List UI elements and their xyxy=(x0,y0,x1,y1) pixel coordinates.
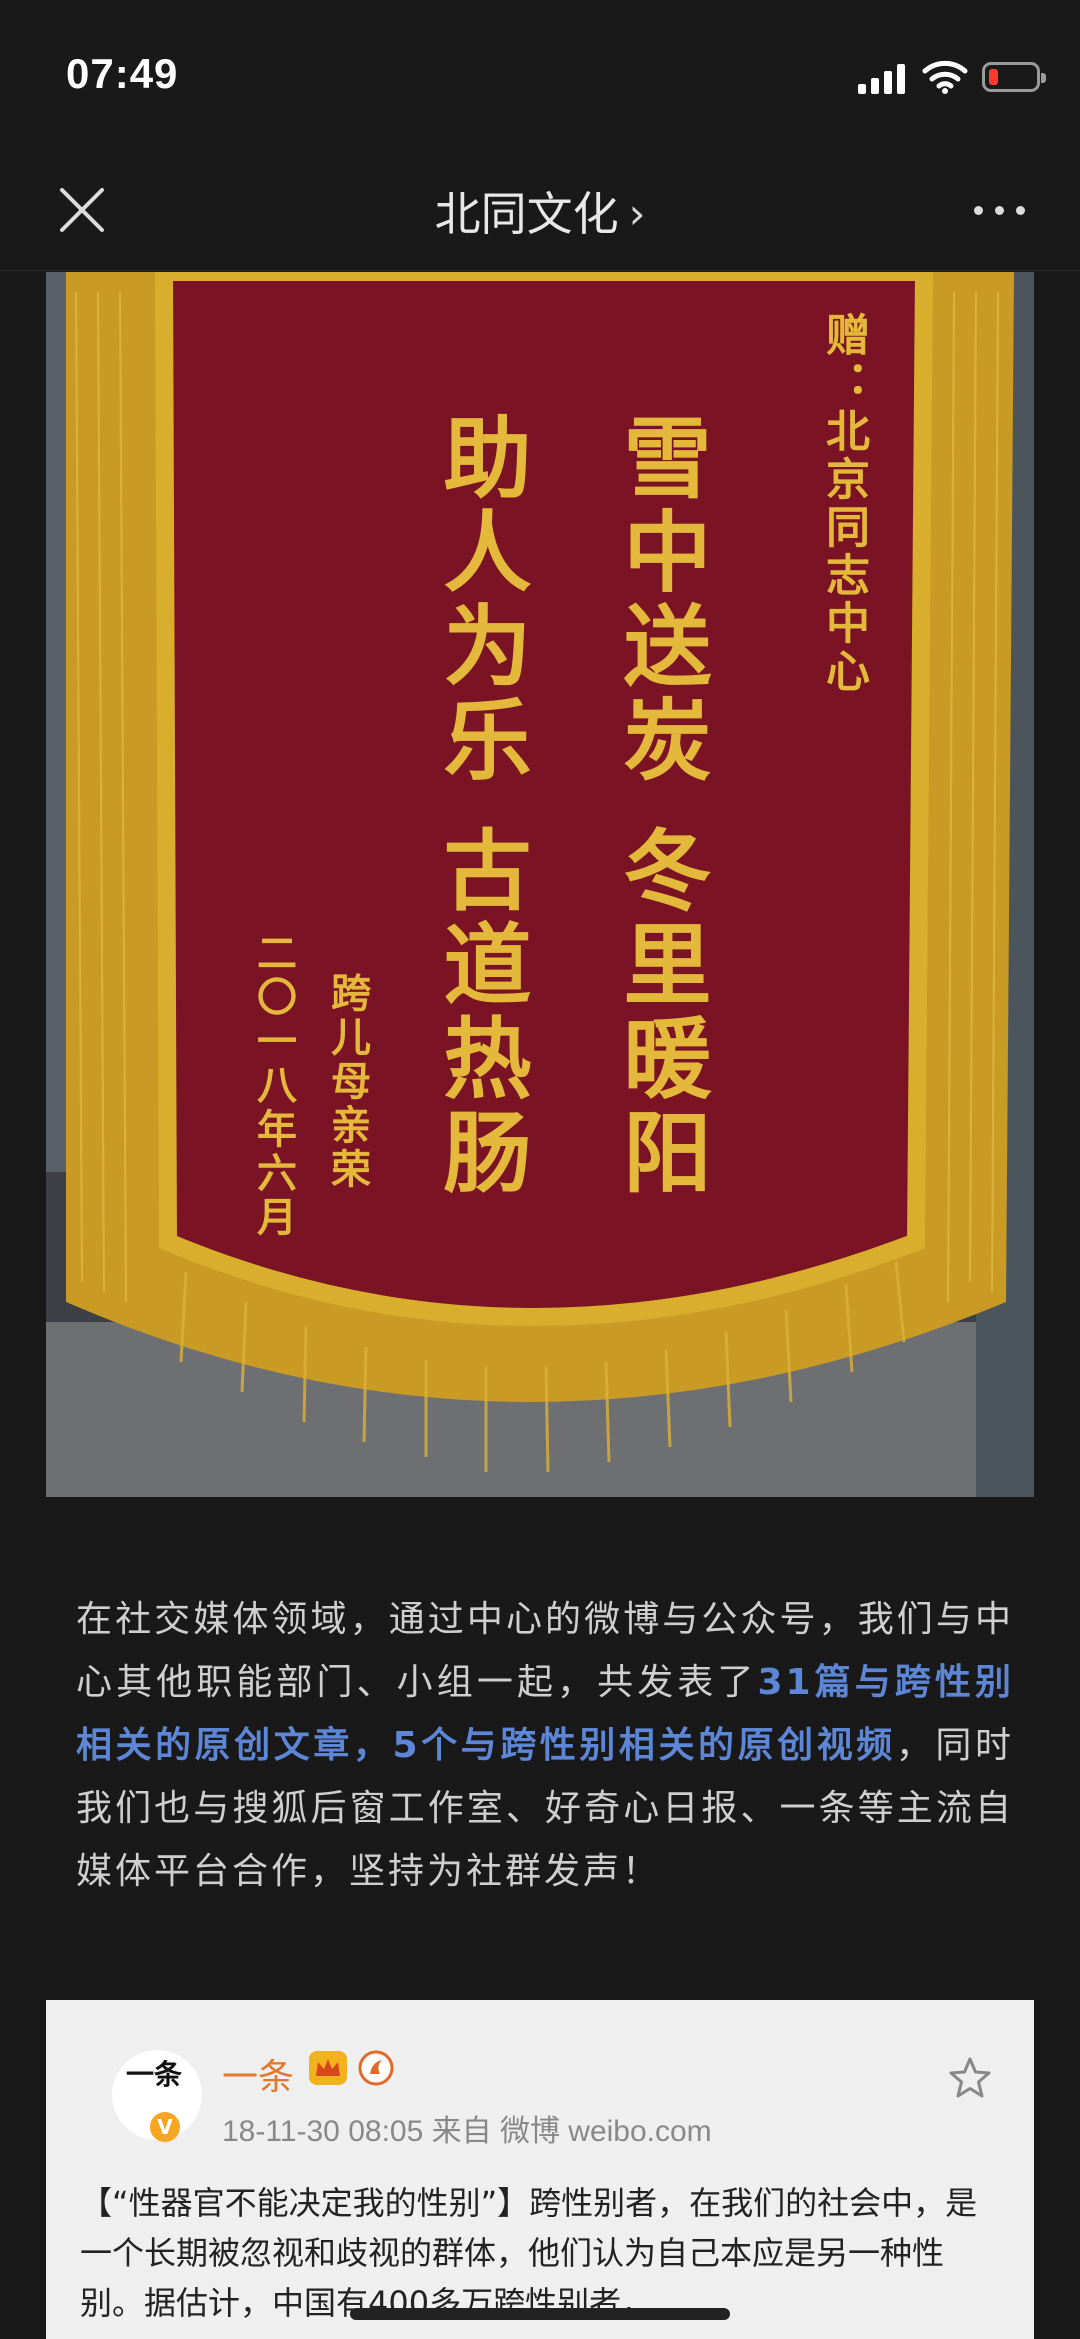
crown-icon xyxy=(309,2051,347,2085)
cellular-signal-icon xyxy=(858,62,908,94)
status-bar: 07:49 xyxy=(0,0,1080,150)
chevron-right-icon: › xyxy=(628,189,646,238)
battery-icon xyxy=(982,62,1046,92)
account-title-link[interactable]: 北同文化 › xyxy=(0,178,1080,244)
banner-signature: 跨儿母亲荣 xyxy=(324,972,371,1192)
avatar-text: 一条 xyxy=(126,2058,183,2091)
page-title: 北同文化 xyxy=(434,187,619,241)
weibo-username[interactable]: 一条 xyxy=(222,2057,295,2098)
close-icon[interactable] xyxy=(52,180,112,240)
star-icon[interactable] xyxy=(946,2054,994,2102)
home-indicator[interactable] xyxy=(350,2308,730,2320)
banner-line-2: 助人为乐 古道热肠 xyxy=(429,412,533,1201)
banner-line-1: 雪中送炭 冬里暖阳 xyxy=(609,412,713,1201)
more-options-icon[interactable] xyxy=(970,190,1030,230)
weibo-embed-card[interactable]: 一条 V 一条 18-11-30 08:05 来自 微博 weibo.com 【… xyxy=(46,2000,1034,2339)
nav-bar: 北同文化 › xyxy=(0,150,1080,271)
article-paragraph: 在社交媒体领域，通过中心的微博与公众号，我们与中心其他职能部门、小组一起，共发表… xyxy=(76,1588,1014,1903)
article-highlight: 31篇与跨性别相关的原创文章，5个与跨性别相关的原创视频 xyxy=(76,1662,1014,1766)
article-text-a: 在社交媒体领域，通过中心的微博与公众号，我们与中心其他职能部门、小组一起，共发表… xyxy=(76,1599,1014,1703)
banner-donor-line: 赠：北京同志中心 xyxy=(818,312,869,696)
article-text-b: ，同时我们也与搜狐后窗工作室、好奇心日报、一条等主流自媒体平台合作，坚持为社群发… xyxy=(76,1725,1014,1892)
weibo-body: 【“性器官不能决定我的性别”】跨性别者，在我们的社会中，是一个长期被忽视和歧视的… xyxy=(80,2184,978,2322)
verified-badge-icon: V xyxy=(150,2112,180,2142)
status-time: 07:49 xyxy=(66,50,179,97)
banner-photo[interactable]: 赠：北京同志中心 雪中送炭 冬里暖阳 助人为乐 古道热肠 跨儿母亲荣 二〇一八年… xyxy=(46,272,1034,1497)
banner-date: 二〇一八年六月 xyxy=(250,932,297,1240)
flame-badge-icon xyxy=(358,2050,394,2086)
wifi-icon xyxy=(922,60,968,94)
weibo-meta: 18-11-30 08:05 来自 微博 weibo.com xyxy=(222,2115,712,2148)
